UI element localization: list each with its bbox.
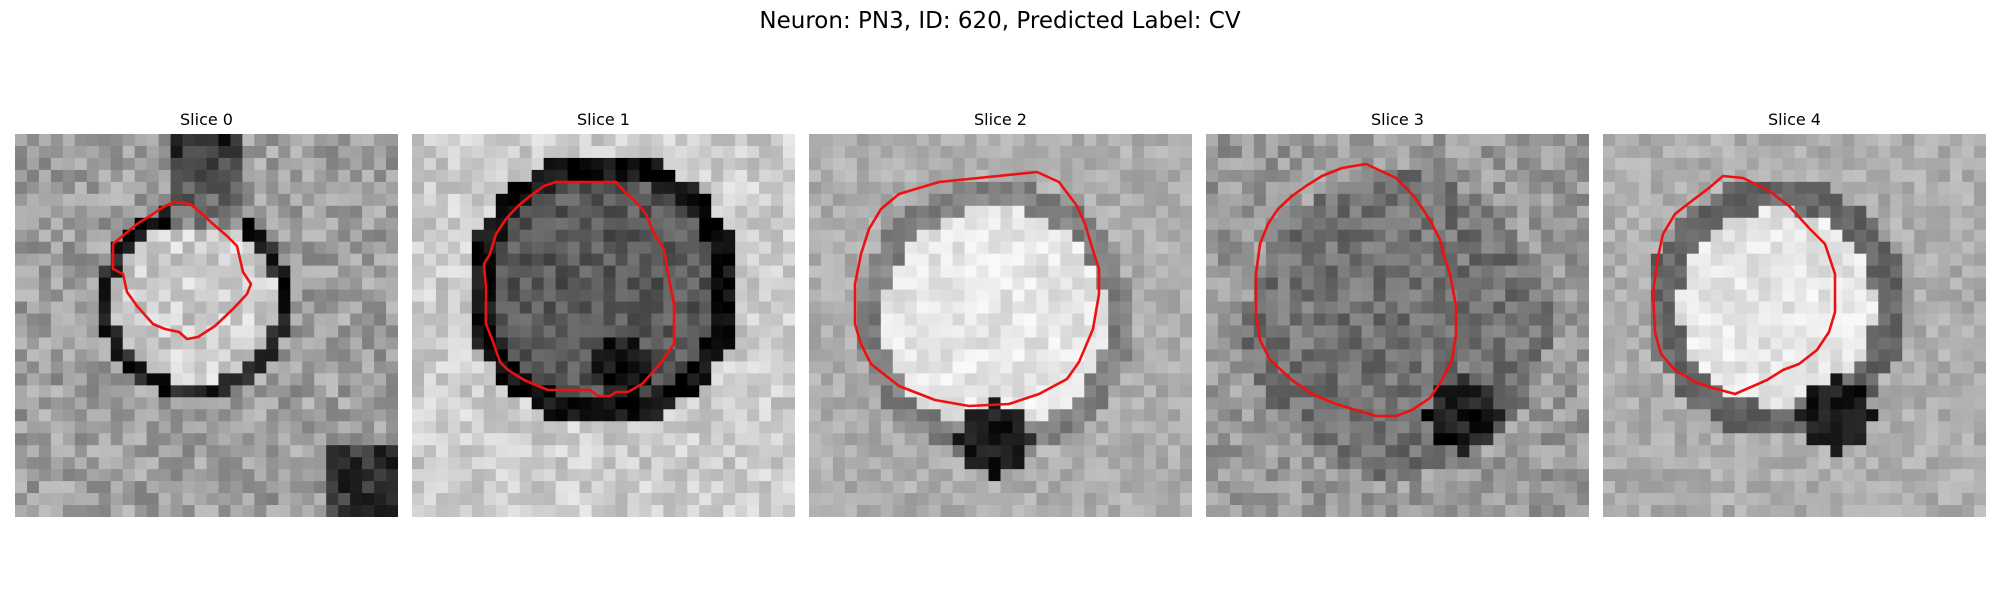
slice-image — [1603, 134, 1986, 517]
slice-image — [15, 134, 398, 517]
slice-title: Slice 3 — [1371, 110, 1424, 129]
pixel-grid — [15, 134, 398, 517]
segmentation-contour — [1651, 174, 1837, 396]
figure-title: Neuron: PN3, ID: 620, Predicted Label: C… — [759, 8, 1241, 34]
slice-panel-1: Slice 1 — [412, 110, 795, 520]
pixel-grid — [1603, 134, 1986, 517]
slice-image — [809, 134, 1192, 517]
segmentation-contour — [853, 170, 1101, 408]
slice-title: Slice 1 — [577, 110, 630, 129]
slice-image — [412, 134, 795, 517]
slice-title: Slice 0 — [180, 110, 233, 129]
slice-image — [1206, 134, 1589, 517]
slice-title: Slice 4 — [1768, 110, 1821, 129]
pixel-grid — [412, 134, 795, 517]
pixel-grid — [1206, 134, 1589, 517]
segmentation-contour — [1254, 162, 1458, 418]
slice-panel-3: Slice 3 — [1206, 110, 1589, 520]
pixel-grid — [809, 134, 1192, 517]
slice-panel-0: Slice 0 — [15, 110, 398, 520]
slice-panel-4: Slice 4 — [1603, 110, 1986, 520]
segmentation-contour — [482, 180, 676, 398]
segmentation-contour — [111, 200, 253, 341]
slice-panel-2: Slice 2 — [809, 110, 1192, 520]
slice-title: Slice 2 — [974, 110, 1027, 129]
